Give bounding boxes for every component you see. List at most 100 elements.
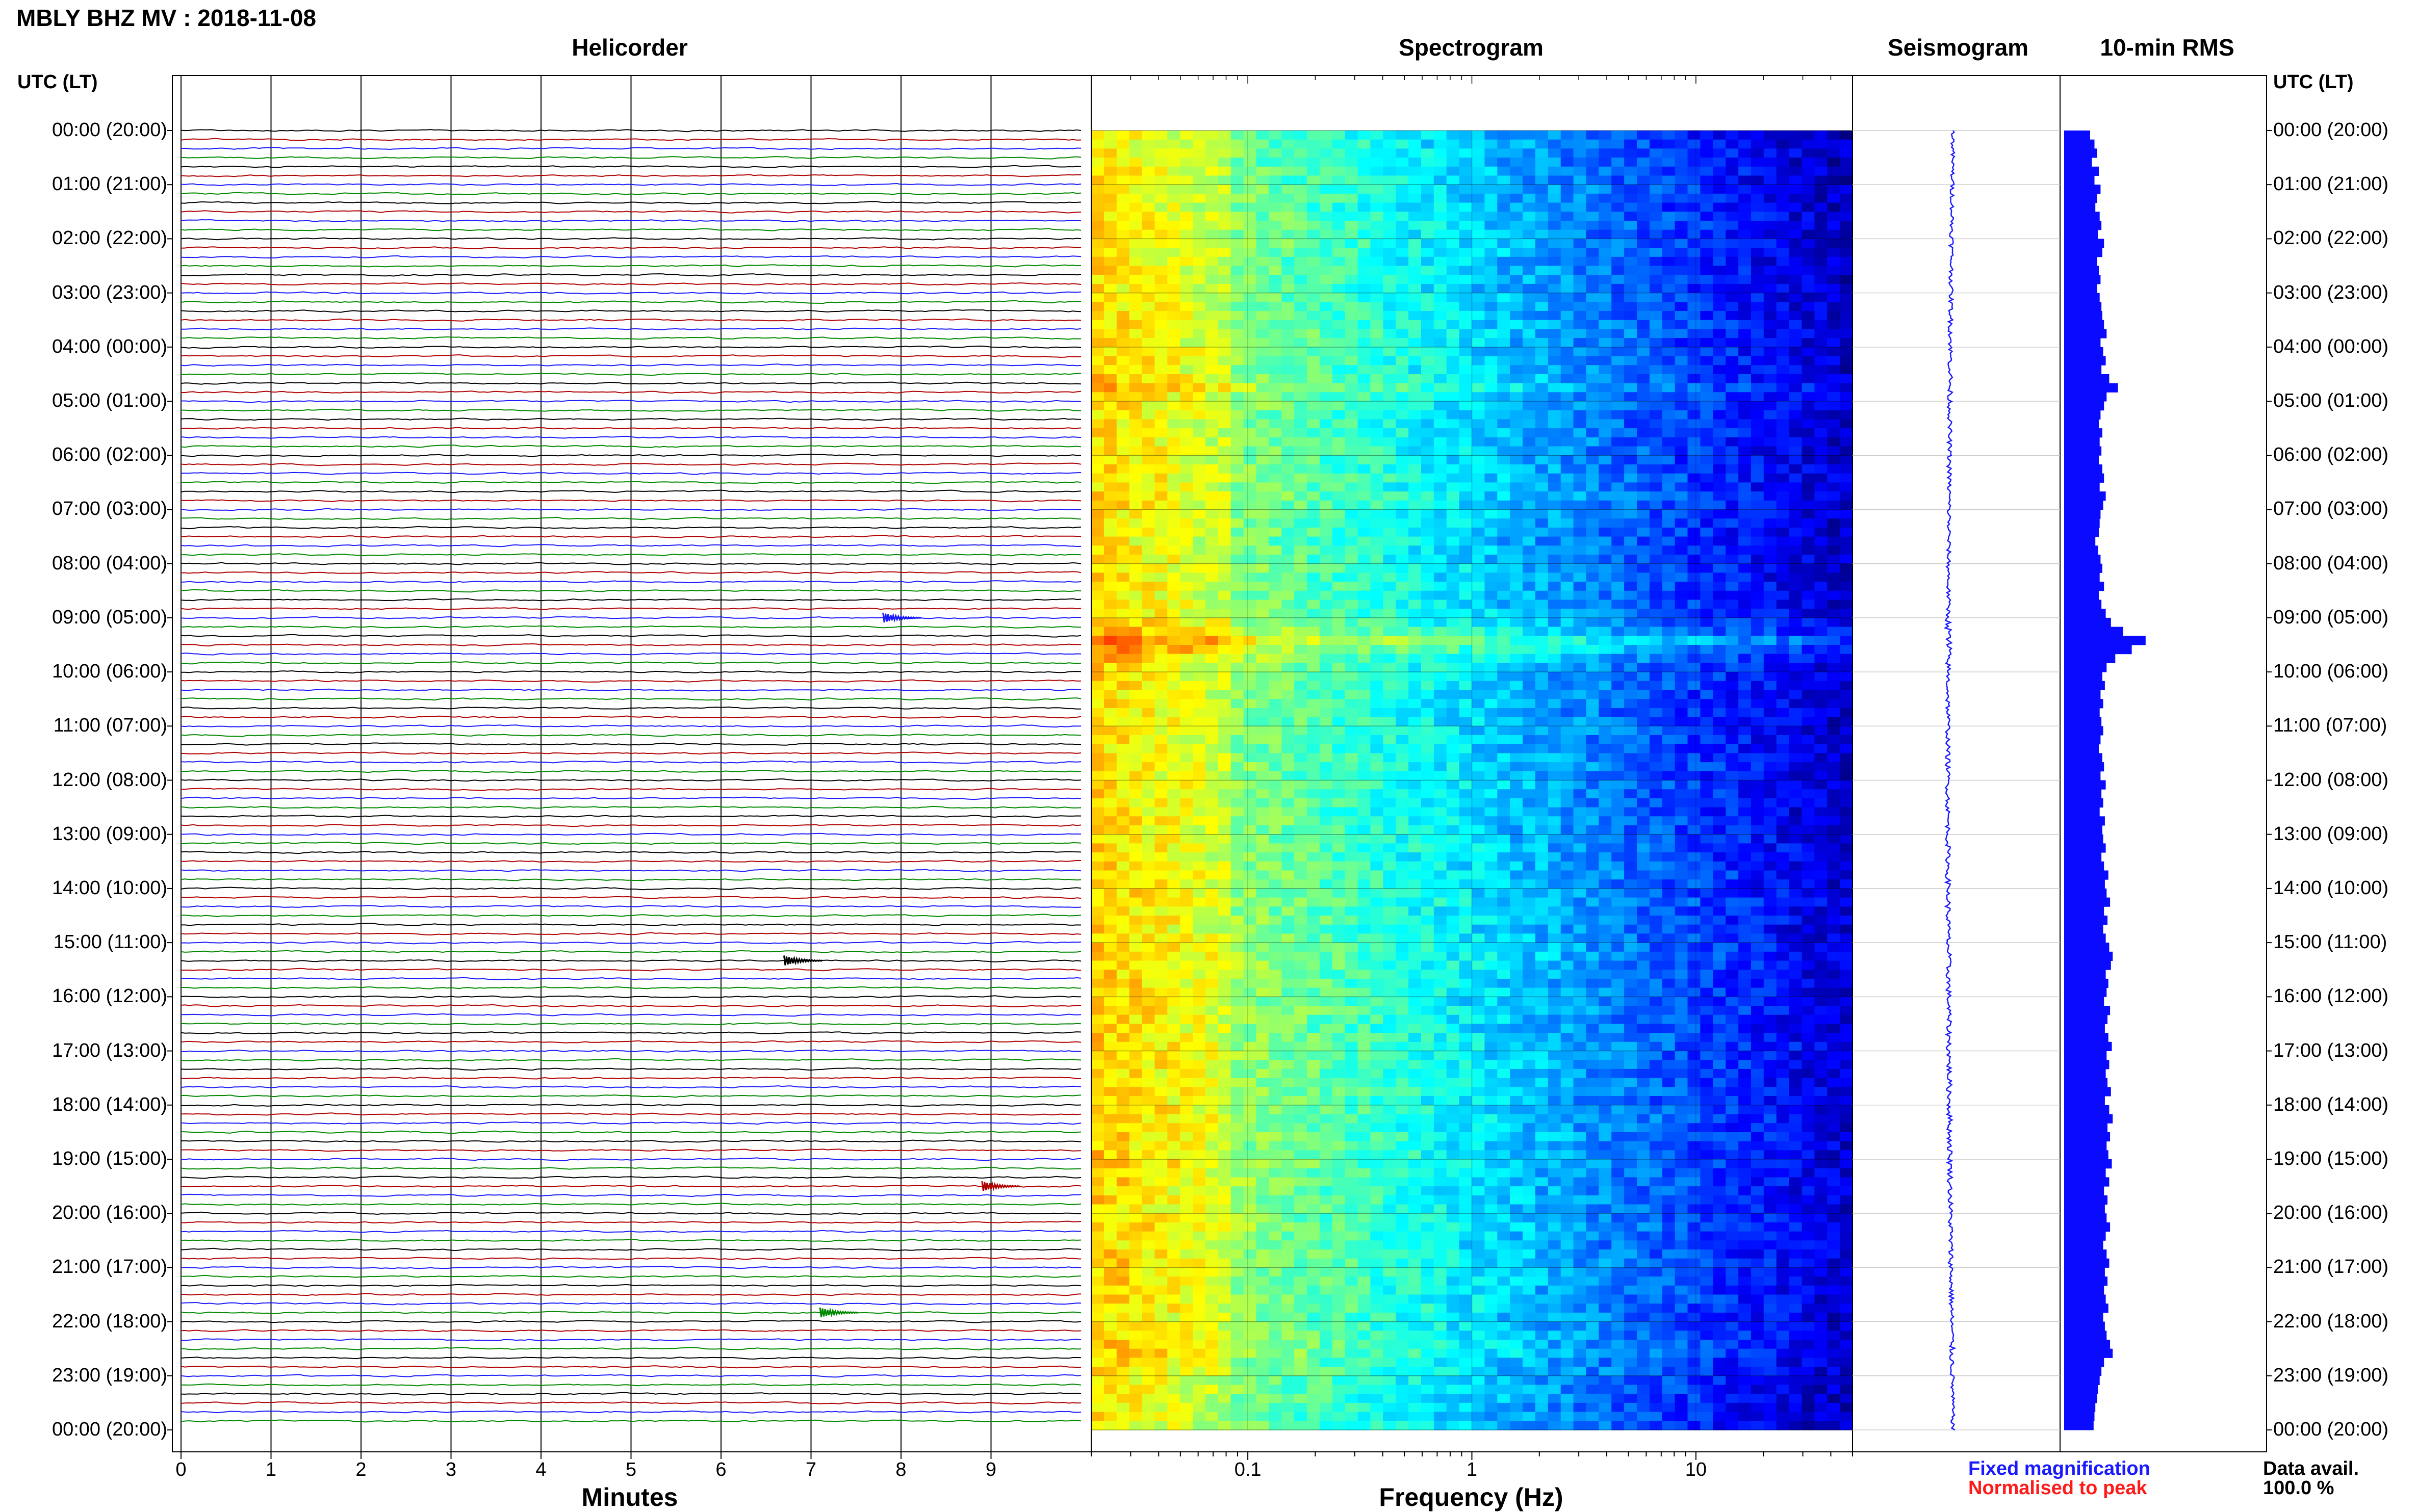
spectrogram-cell [1548,545,1561,555]
spectrogram-cell [1383,590,1396,601]
spectrogram-cell [1827,392,1840,402]
spectrogram-cell [1446,239,1460,248]
spectrogram-cell [1649,555,1663,564]
spectrogram-cell [1103,419,1117,429]
spectrogram-cell [1142,482,1155,492]
spectrogram-cell [1624,762,1637,772]
spectrogram-cell [1269,229,1282,239]
spectrogram-cell [1586,365,1599,375]
spectrogram-cell [1637,861,1650,871]
spectrogram-cell [1611,221,1625,230]
spectrogram-cell [1154,302,1168,311]
spectrogram-cell [1687,536,1701,546]
spectrogram-cell [1523,446,1536,456]
spectrogram-cell [1230,365,1244,375]
spectrogram-cell [1789,500,1803,510]
spectrogram-cell [1269,762,1282,772]
spectrogram-cell [1675,158,1688,167]
spectrogram-cell [1421,428,1434,438]
spectrogram-cell [1370,283,1383,294]
spectrogram-cell [1802,654,1815,663]
spectrogram-cell [1599,221,1612,230]
spectrogram-cell [1167,735,1180,745]
spectrogram-cell [1662,555,1676,564]
spectrogram-cell [1230,356,1244,366]
spectrogram-cell [1611,175,1625,185]
spectrogram-cell [1586,428,1599,438]
spectrogram-cell [1726,762,1739,772]
spectrogram-cell [1713,419,1726,429]
spectrogram-cell [1383,825,1396,835]
spectrogram-cell [1649,131,1663,140]
spectrogram-cell [1687,202,1701,212]
spectrogram-cell [1319,717,1333,726]
spectrogram-cell [1154,789,1168,799]
spectrogram-cell [1763,708,1777,718]
spectrogram-cell [1459,491,1473,501]
spectrogram-cell [1586,861,1599,871]
spectrogram-cell [1370,302,1383,311]
spectrogram-cell [1154,636,1168,645]
spectrogram-cell [1763,527,1777,537]
spectrogram-cell [1497,699,1510,709]
spectrogram-cell [1535,609,1549,618]
spectrogram-cell [1433,645,1447,655]
spectrogram-cell [1802,672,1815,682]
spectrogram-cell [1091,861,1104,871]
spectrogram-cell [1370,762,1383,772]
spectrogram-cell [1345,807,1358,817]
spectrogram-cell [1129,229,1143,239]
spectrogram-cell [1129,383,1143,393]
spectrogram-cell [1599,338,1612,348]
spectrogram-cell [1611,654,1625,663]
spectrogram-cell [1230,825,1244,835]
spectrogram-cell [1116,365,1130,375]
spectrogram-cell [1776,221,1790,230]
spectrogram-cell [1459,347,1473,357]
spectrogram-cell [1230,753,1244,763]
spectrogram-cell [1687,590,1701,601]
spectrogram-cell [1370,500,1383,510]
spectrogram-cell [1357,464,1371,474]
spectrogram-cell [1193,555,1206,564]
spectrogram-cell [1154,437,1168,447]
spectrogram-cell [1180,410,1193,420]
spectrogram-cell [1840,636,1853,645]
spectrogram-cell [1357,771,1371,781]
spectrogram-cell [1421,572,1434,582]
spectrogram-cell [1230,347,1244,357]
spectrogram-cell [1281,699,1295,709]
spectrogram-cell [1396,401,1409,411]
spectrogram-cell [1345,717,1358,726]
spectrogram-cell [1154,690,1168,699]
spectrogram-cell [1205,248,1219,257]
spectrogram-cell [1649,239,1663,248]
spectrogram-cell [1154,131,1168,140]
spectrogram-cell [1129,239,1143,248]
spectrogram-cell [1294,437,1307,447]
spectrogram-cell [1751,266,1764,275]
spectrogram-cell [1142,166,1155,176]
spectrogram-cell [1307,789,1320,799]
spectrogram-cell [1357,699,1371,709]
spectrogram-cell [1167,419,1180,429]
spectrogram-cell [1193,374,1206,384]
spectrogram-cell [1713,221,1726,230]
spectrogram-cell [1510,221,1523,230]
spectrogram-cell [1345,419,1358,429]
spectrogram-cell [1243,410,1257,420]
spectrogram-cell [1205,500,1219,510]
spectrogram-cell [1193,807,1206,817]
spectrogram-cell [1103,843,1117,853]
spectrogram-cell [1599,446,1612,456]
spectrogram-cell [1776,627,1790,636]
spectrogram-cell [1256,699,1269,709]
spectrogram-cell [1726,428,1739,438]
spectrogram-cell [1332,202,1346,212]
spectrogram-cell [1091,518,1104,528]
spectrogram-cell [1433,428,1447,438]
spectrogram-cell [1497,636,1510,645]
spectrogram-cell [1421,681,1434,691]
spectrogram-cell [1193,663,1206,672]
spectrogram-cell [1256,672,1269,682]
